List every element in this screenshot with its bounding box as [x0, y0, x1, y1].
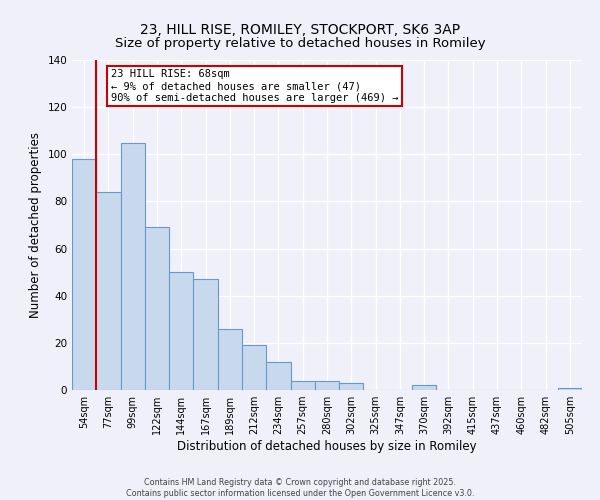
Bar — [145, 228, 169, 390]
Bar — [315, 380, 339, 390]
Bar — [339, 383, 364, 390]
Bar — [290, 380, 315, 390]
Bar — [96, 192, 121, 390]
Text: Size of property relative to detached houses in Romiley: Size of property relative to detached ho… — [115, 38, 485, 51]
Bar — [266, 362, 290, 390]
Bar — [412, 386, 436, 390]
Bar — [72, 159, 96, 390]
Bar — [193, 279, 218, 390]
Text: Contains HM Land Registry data © Crown copyright and database right 2025.
Contai: Contains HM Land Registry data © Crown c… — [126, 478, 474, 498]
Text: 23 HILL RISE: 68sqm
← 9% of detached houses are smaller (47)
90% of semi-detache: 23 HILL RISE: 68sqm ← 9% of detached hou… — [111, 70, 398, 102]
Y-axis label: Number of detached properties: Number of detached properties — [29, 132, 42, 318]
Bar — [218, 328, 242, 390]
Text: 23, HILL RISE, ROMILEY, STOCKPORT, SK6 3AP: 23, HILL RISE, ROMILEY, STOCKPORT, SK6 3… — [140, 22, 460, 36]
Bar — [242, 345, 266, 390]
Bar — [169, 272, 193, 390]
Bar — [121, 142, 145, 390]
X-axis label: Distribution of detached houses by size in Romiley: Distribution of detached houses by size … — [177, 440, 477, 453]
Bar — [558, 388, 582, 390]
